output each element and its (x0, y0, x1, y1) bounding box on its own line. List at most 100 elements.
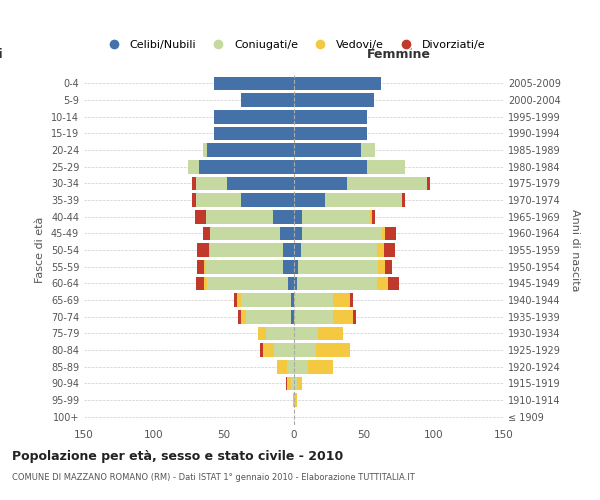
Bar (301, 243, 377, 257)
Legend: Celibi/Nubili, Coniugati/e, Vedovi/e, Divorziati/e: Celibi/Nubili, Coniugati/e, Vedovi/e, Di… (98, 35, 490, 54)
Bar (361, 143, 375, 157)
Bar (294, 360, 308, 374)
Bar (196, 193, 241, 207)
Bar (382, 226, 385, 240)
Bar (274, 343, 294, 357)
Bar (294, 143, 361, 157)
Bar (294, 326, 318, 340)
Bar (238, 310, 241, 324)
Bar (196, 276, 205, 290)
Bar (192, 176, 196, 190)
Bar (333, 293, 350, 307)
Bar (291, 376, 294, 390)
Bar (294, 176, 347, 190)
Text: Maschi: Maschi (0, 48, 4, 61)
Bar (207, 143, 294, 157)
Bar (302, 210, 370, 224)
Bar (188, 160, 199, 173)
Bar (197, 243, 209, 257)
Bar (280, 226, 294, 240)
Bar (206, 260, 283, 274)
Bar (294, 193, 325, 207)
Text: Femmine: Femmine (367, 48, 431, 61)
Bar (203, 143, 207, 157)
Bar (260, 343, 263, 357)
Bar (402, 193, 404, 207)
Bar (316, 343, 350, 357)
Bar (214, 110, 294, 124)
Bar (287, 360, 294, 374)
Bar (199, 160, 294, 173)
Bar (286, 376, 287, 390)
Bar (333, 310, 353, 324)
Bar (325, 193, 402, 207)
Bar (273, 210, 294, 224)
Y-axis label: Fasce di età: Fasce di età (35, 217, 45, 283)
Bar (210, 226, 280, 240)
Bar (214, 126, 294, 140)
Bar (318, 326, 343, 340)
Bar (203, 226, 210, 240)
Y-axis label: Anni di nascita: Anni di nascita (571, 208, 580, 291)
Bar (294, 376, 297, 390)
Bar (257, 326, 266, 340)
Bar (294, 310, 333, 324)
Bar (370, 210, 373, 224)
Bar (294, 76, 381, 90)
Bar (297, 276, 377, 290)
Bar (373, 210, 375, 224)
Bar (294, 93, 374, 107)
Bar (294, 276, 297, 290)
Bar (192, 193, 196, 207)
Bar (277, 360, 287, 374)
Bar (214, 76, 294, 90)
Bar (289, 276, 294, 290)
Bar (385, 226, 396, 240)
Bar (350, 293, 353, 307)
Bar (241, 93, 294, 107)
Bar (234, 293, 236, 307)
Bar (247, 310, 291, 324)
Bar (194, 210, 206, 224)
Bar (293, 393, 294, 407)
Text: COMUNE DI MAZZANO ROMANO (RM) - Dati ISTAT 1° gennaio 2010 - Elaborazione TUTTIT: COMUNE DI MAZZANO ROMANO (RM) - Dati IST… (12, 472, 415, 482)
Bar (241, 293, 291, 307)
Bar (377, 276, 388, 290)
Bar (210, 243, 283, 257)
Bar (294, 293, 333, 307)
Bar (294, 126, 367, 140)
Bar (294, 110, 367, 124)
Bar (241, 310, 247, 324)
Bar (385, 260, 392, 274)
Bar (263, 343, 274, 357)
Bar (207, 276, 289, 290)
Bar (294, 210, 302, 224)
Bar (367, 160, 404, 173)
Bar (308, 360, 333, 374)
Bar (383, 243, 395, 257)
Bar (294, 393, 297, 407)
Bar (378, 260, 385, 274)
Bar (388, 276, 399, 290)
Bar (294, 160, 367, 173)
Bar (294, 226, 302, 240)
Bar (196, 176, 227, 190)
Bar (294, 260, 298, 274)
Bar (377, 243, 383, 257)
Bar (209, 243, 210, 257)
Bar (266, 326, 294, 340)
Bar (298, 260, 378, 274)
Bar (236, 293, 241, 307)
Bar (206, 210, 273, 224)
Bar (205, 260, 206, 274)
Bar (347, 176, 427, 190)
Bar (294, 343, 316, 357)
Bar (283, 260, 294, 274)
Bar (291, 293, 294, 307)
Bar (205, 276, 207, 290)
Bar (291, 310, 294, 324)
Bar (227, 176, 294, 190)
Bar (287, 376, 291, 390)
Bar (197, 260, 205, 274)
Bar (294, 243, 301, 257)
